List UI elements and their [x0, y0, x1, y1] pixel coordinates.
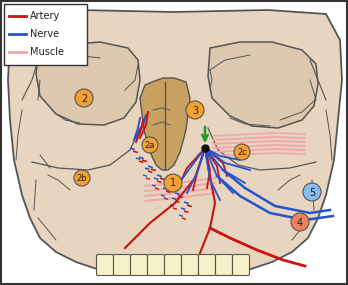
Circle shape	[142, 137, 158, 153]
FancyBboxPatch shape	[198, 255, 215, 276]
Circle shape	[291, 213, 309, 231]
Circle shape	[164, 174, 182, 192]
Circle shape	[234, 144, 250, 160]
Text: 2: 2	[81, 93, 87, 103]
Text: 2c: 2c	[237, 148, 247, 157]
Text: 1: 1	[170, 178, 176, 188]
FancyBboxPatch shape	[215, 255, 232, 276]
Polygon shape	[36, 42, 140, 125]
Text: Artery: Artery	[30, 11, 60, 21]
Circle shape	[303, 183, 321, 201]
FancyBboxPatch shape	[232, 255, 250, 276]
Polygon shape	[208, 42, 318, 128]
Text: 2b: 2b	[77, 174, 87, 183]
FancyBboxPatch shape	[182, 255, 198, 276]
Text: 2a: 2a	[145, 141, 155, 150]
Text: 3: 3	[192, 105, 198, 115]
FancyBboxPatch shape	[165, 255, 182, 276]
Polygon shape	[140, 78, 190, 170]
FancyBboxPatch shape	[3, 3, 87, 64]
FancyBboxPatch shape	[148, 255, 165, 276]
FancyBboxPatch shape	[130, 255, 148, 276]
FancyBboxPatch shape	[96, 255, 113, 276]
Circle shape	[75, 89, 93, 107]
Text: Muscle: Muscle	[30, 47, 64, 57]
Text: 4: 4	[297, 217, 303, 227]
Polygon shape	[8, 10, 342, 275]
Text: Nerve: Nerve	[30, 29, 59, 39]
Text: 5: 5	[309, 188, 315, 198]
Circle shape	[186, 101, 204, 119]
FancyBboxPatch shape	[113, 255, 130, 276]
Circle shape	[74, 170, 90, 186]
